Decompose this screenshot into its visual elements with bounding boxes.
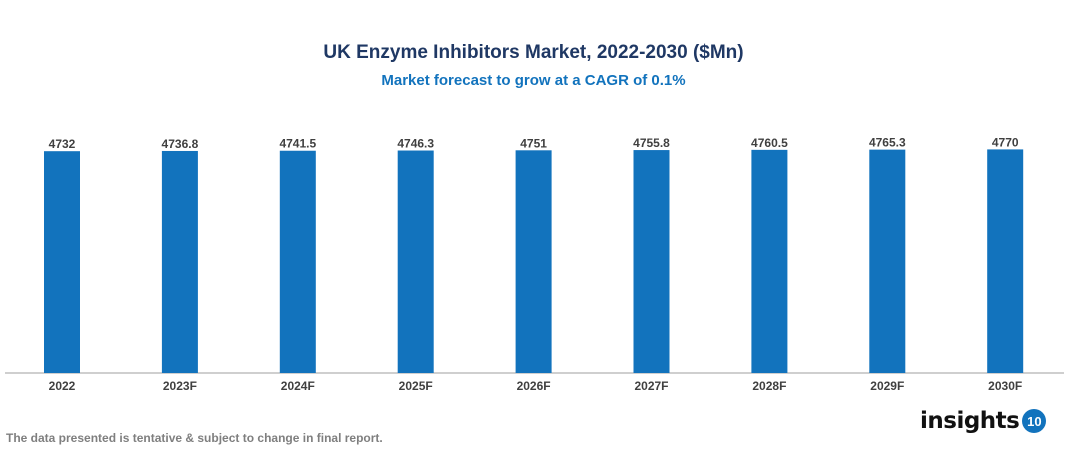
x-tick-label: 2027F — [634, 379, 668, 393]
data-label: 4755.8 — [633, 136, 670, 150]
x-tick-label: 2030F — [988, 379, 1022, 393]
x-tick-label: 2022 — [49, 379, 76, 393]
data-label: 4732 — [49, 137, 76, 151]
x-tick-label: 2024F — [281, 379, 315, 393]
x-tick-label: 2023F — [163, 379, 197, 393]
data-label: 4741.5 — [279, 137, 316, 151]
footnote: The data presented is tentative & subjec… — [6, 431, 383, 445]
bar-2027F — [633, 150, 670, 373]
x-tick-label: 2028F — [752, 379, 786, 393]
bar-2030F — [987, 149, 1024, 373]
bar-2024F — [279, 150, 316, 373]
insights10-logo: insights 10 — [920, 408, 1047, 434]
bar-2025F — [397, 150, 434, 373]
logo-text: insights — [920, 408, 1020, 434]
data-label: 4736.8 — [162, 137, 199, 151]
x-tick-label: 2025F — [399, 379, 433, 393]
data-label: 4765.3 — [869, 136, 906, 150]
chart-subtitle: Market forecast to grow at a CAGR of 0.1… — [381, 72, 686, 89]
chart-title: UK Enzyme Inhibitors Market, 2022-2030 (… — [323, 42, 744, 63]
x-tick-label: 2029F — [870, 379, 904, 393]
logo-badge: 10 — [1022, 409, 1047, 433]
data-label: 4751 — [520, 136, 547, 150]
data-label: 4760.5 — [751, 136, 788, 150]
bar-2026F — [515, 150, 552, 373]
bar-2029F — [869, 149, 906, 373]
bar-2028F — [751, 149, 788, 373]
bar-2022 — [44, 151, 80, 373]
data-label: 4746.3 — [397, 137, 434, 151]
data-label: 4770 — [992, 135, 1019, 149]
x-tick-label: 2026F — [517, 379, 551, 393]
bar-2023F — [161, 150, 198, 373]
